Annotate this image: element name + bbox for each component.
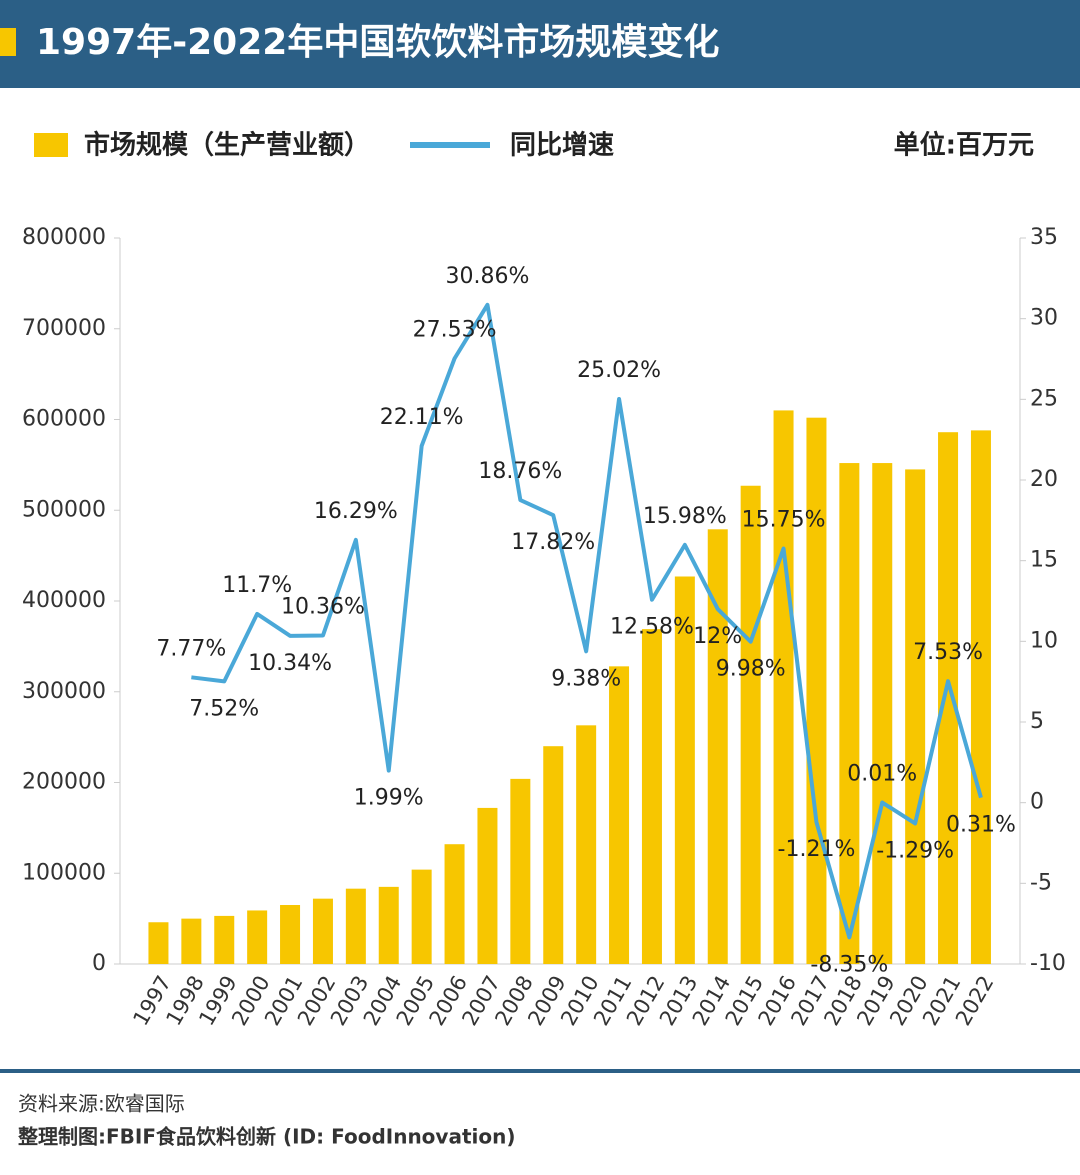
data-label: 10.36% bbox=[281, 595, 365, 620]
data-label: 17.82% bbox=[511, 530, 595, 555]
data-label: 22.11% bbox=[380, 405, 464, 430]
y-tick-label: 700000 bbox=[22, 316, 106, 341]
data-label: 12.58% bbox=[610, 615, 694, 640]
data-label: 25.02% bbox=[577, 358, 661, 383]
bar bbox=[280, 905, 301, 964]
data-label: 1.99% bbox=[354, 786, 424, 811]
bar bbox=[806, 417, 827, 964]
data-label: 9.38% bbox=[551, 666, 621, 691]
data-label: 27.53% bbox=[413, 318, 497, 343]
header-accent bbox=[0, 28, 16, 56]
y2-tick-label: 0 bbox=[1030, 790, 1044, 815]
y2-tick-label: 5 bbox=[1030, 709, 1044, 734]
data-label: 16.29% bbox=[314, 499, 398, 524]
unit-label: 单位:百万元 bbox=[894, 130, 1034, 161]
header-bar bbox=[0, 0, 1080, 88]
credit-note: 整理制图:FBIF食品饮料创新 (ID: FoodInnovation) bbox=[17, 1125, 516, 1149]
line bbox=[191, 302, 983, 940]
bar bbox=[938, 432, 959, 965]
y-tick-label: 500000 bbox=[22, 497, 106, 522]
legend-label: 同比增速 bbox=[510, 130, 614, 161]
data-label: 0.31% bbox=[946, 813, 1016, 838]
y-tick-label: 0 bbox=[92, 951, 106, 976]
source-note: 资料来源:欧睿国际 bbox=[18, 1092, 185, 1116]
y-tick-label: 200000 bbox=[22, 770, 106, 795]
bar bbox=[247, 910, 268, 964]
bar bbox=[839, 463, 860, 964]
y2-tick-label: 15 bbox=[1030, 548, 1058, 573]
bar bbox=[970, 430, 991, 964]
bar bbox=[905, 469, 926, 964]
data-label: 30.86% bbox=[446, 264, 530, 289]
bar bbox=[707, 529, 728, 964]
data-label: 7.52% bbox=[189, 696, 259, 721]
y-tick-label: 400000 bbox=[22, 588, 106, 613]
bar bbox=[181, 918, 202, 964]
bar bbox=[872, 463, 893, 964]
bar bbox=[345, 888, 366, 964]
y2-tick-label: 30 bbox=[1030, 306, 1058, 331]
y2-tick-label: 10 bbox=[1030, 628, 1058, 653]
bar bbox=[576, 725, 597, 964]
data-label: 11.7% bbox=[222, 573, 292, 598]
data-label: 0.01% bbox=[847, 762, 917, 787]
y2-tick-label: 25 bbox=[1030, 386, 1058, 411]
bar bbox=[444, 844, 465, 964]
legend-swatch-bar bbox=[34, 133, 68, 157]
data-label: 7.77% bbox=[156, 636, 226, 661]
bar bbox=[510, 778, 531, 964]
bar bbox=[543, 746, 564, 964]
chart-title: 1997年-2022年中国软饮料市场规模变化 bbox=[36, 21, 719, 63]
bar bbox=[214, 915, 235, 964]
y2-tick-label: 35 bbox=[1030, 225, 1058, 250]
data-label: -1.21% bbox=[778, 837, 856, 862]
bar bbox=[609, 666, 630, 964]
data-label: 7.53% bbox=[913, 640, 983, 665]
y-tick-label: 800000 bbox=[22, 225, 106, 250]
y2-tick-label: -10 bbox=[1030, 951, 1066, 976]
data-label: 10.34% bbox=[248, 651, 332, 676]
bar bbox=[411, 869, 432, 964]
data-label: 15.75% bbox=[742, 508, 826, 533]
data-label: 9.98% bbox=[716, 657, 786, 682]
bar bbox=[773, 410, 794, 964]
data-label: -8.35% bbox=[810, 952, 888, 977]
data-label: 15.98% bbox=[643, 504, 727, 529]
bar bbox=[477, 807, 498, 964]
y2-tick-label: 20 bbox=[1030, 467, 1058, 492]
data-label: 12% bbox=[693, 624, 742, 649]
data-label: -1.29% bbox=[876, 838, 954, 863]
bar bbox=[378, 886, 399, 964]
bar bbox=[674, 576, 695, 964]
bar bbox=[641, 629, 662, 964]
bar bbox=[740, 485, 761, 964]
legend-label: 市场规模（生产营业额） bbox=[84, 130, 370, 161]
y-tick-label: 100000 bbox=[22, 860, 106, 885]
data-label: 18.76% bbox=[478, 459, 562, 484]
y2-tick-label: -5 bbox=[1030, 870, 1052, 895]
y-tick-label: 300000 bbox=[22, 679, 106, 704]
y-tick-label: 600000 bbox=[22, 407, 106, 432]
bar bbox=[312, 898, 333, 964]
bar bbox=[148, 922, 169, 964]
